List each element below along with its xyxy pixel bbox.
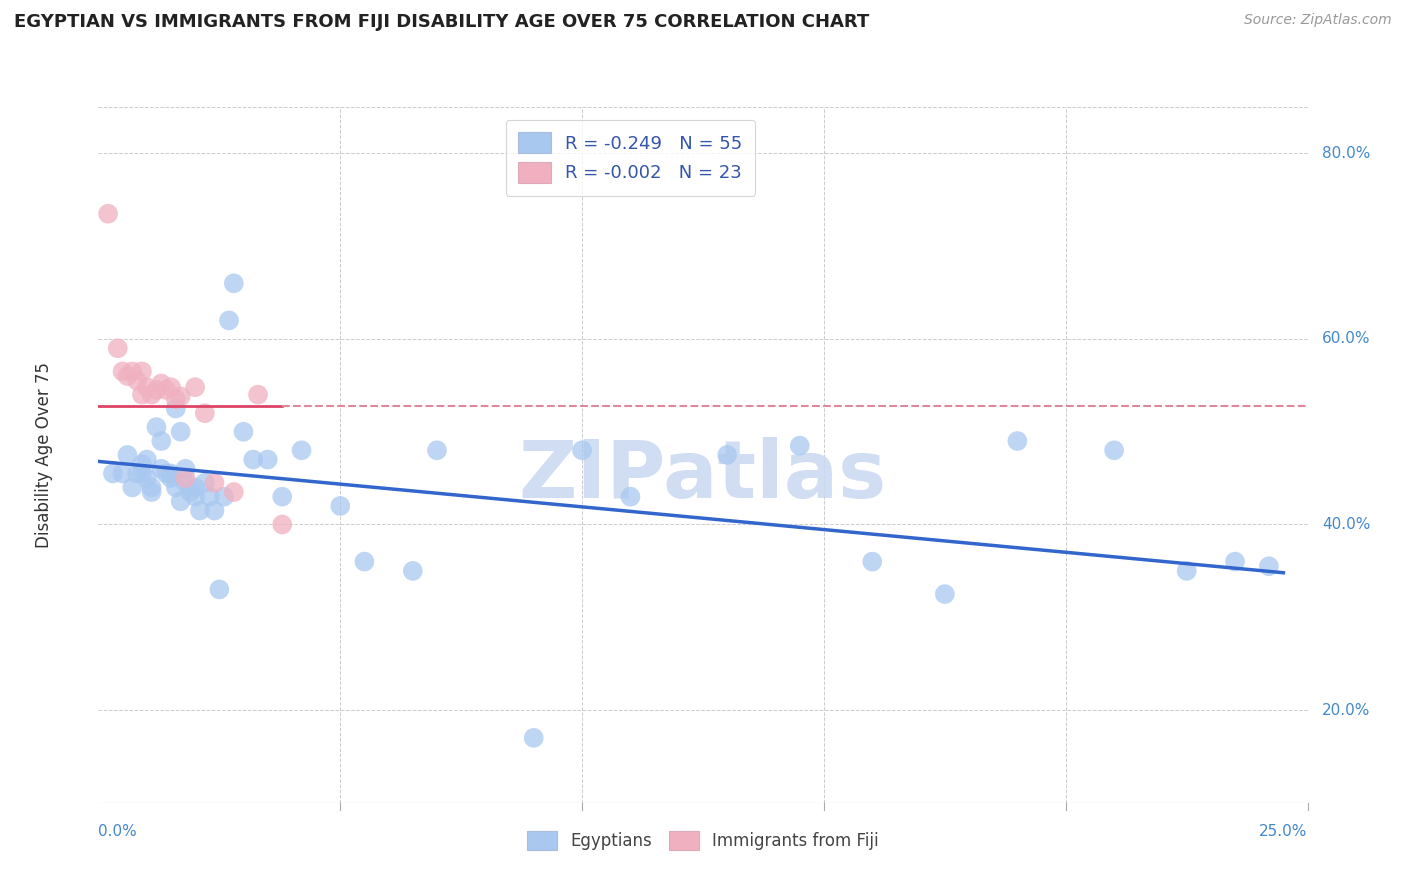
Point: [188, 503, 211, 517]
Point: [117, 369, 139, 384]
Text: 40.0%: 40.0%: [1322, 517, 1371, 532]
Point: [160, 380, 183, 394]
Point: [329, 499, 352, 513]
Point: [232, 425, 254, 439]
Point: [174, 475, 197, 490]
Point: [111, 467, 134, 481]
Point: [174, 471, 197, 485]
Point: [117, 448, 139, 462]
Point: [131, 457, 153, 471]
Point: [155, 467, 177, 481]
Point: [194, 475, 217, 490]
Text: ZIPatlas: ZIPatlas: [519, 437, 887, 515]
Point: [131, 467, 153, 481]
Point: [127, 467, 149, 481]
Text: 25.0%: 25.0%: [1260, 823, 1308, 838]
Point: [1102, 443, 1125, 458]
Point: [1175, 564, 1198, 578]
Text: 60.0%: 60.0%: [1322, 332, 1371, 346]
Point: [247, 387, 270, 401]
Point: [169, 494, 191, 508]
Point: [571, 443, 593, 458]
Point: [121, 480, 143, 494]
Point: [194, 406, 217, 420]
Point: [934, 587, 956, 601]
Point: [212, 490, 235, 504]
Point: [198, 490, 221, 504]
Point: [141, 485, 163, 500]
Point: [402, 564, 425, 578]
Text: Source: ZipAtlas.com: Source: ZipAtlas.com: [1244, 13, 1392, 28]
Text: 0.0%: 0.0%: [98, 823, 138, 838]
Point: [169, 425, 191, 439]
Text: EGYPTIAN VS IMMIGRANTS FROM FIJI DISABILITY AGE OVER 75 CORRELATION CHART: EGYPTIAN VS IMMIGRANTS FROM FIJI DISABIL…: [14, 13, 869, 31]
Point: [242, 452, 264, 467]
Point: [789, 439, 811, 453]
Point: [716, 448, 738, 462]
Text: 20.0%: 20.0%: [1322, 703, 1371, 717]
Point: [150, 376, 173, 391]
Point: [184, 480, 207, 494]
Point: [184, 490, 207, 504]
Point: [860, 555, 883, 569]
Point: [150, 462, 173, 476]
Point: [184, 380, 207, 394]
Point: [271, 517, 294, 532]
Point: [208, 582, 231, 597]
Point: [155, 383, 177, 397]
Point: [111, 364, 134, 378]
Point: [101, 467, 124, 481]
Point: [256, 452, 278, 467]
Point: [619, 490, 641, 504]
Point: [135, 471, 157, 485]
Point: [222, 485, 245, 500]
Text: 80.0%: 80.0%: [1322, 146, 1371, 161]
Point: [174, 462, 197, 476]
Point: [131, 364, 153, 378]
Point: [141, 480, 163, 494]
Point: [218, 313, 240, 327]
Text: Disability Age Over 75: Disability Age Over 75: [35, 362, 53, 548]
Point: [353, 555, 375, 569]
Point: [523, 731, 546, 745]
Point: [204, 475, 226, 490]
Point: [107, 341, 129, 355]
Point: [426, 443, 449, 458]
Point: [222, 277, 245, 291]
Point: [145, 420, 167, 434]
Point: [135, 380, 157, 394]
Point: [165, 392, 187, 407]
Point: [160, 467, 183, 481]
Point: [1007, 434, 1029, 448]
Point: [127, 374, 149, 388]
Point: [1223, 555, 1246, 569]
Legend: Egyptians, Immigrants from Fiji: Egyptians, Immigrants from Fiji: [520, 824, 886, 857]
Point: [160, 471, 183, 485]
Point: [145, 383, 167, 397]
Point: [131, 387, 153, 401]
Point: [165, 480, 187, 494]
Point: [165, 401, 187, 416]
Point: [271, 490, 294, 504]
Point: [1257, 559, 1279, 574]
Point: [179, 485, 201, 500]
Point: [290, 443, 312, 458]
Point: [204, 503, 226, 517]
Point: [150, 434, 173, 448]
Point: [121, 364, 143, 378]
Point: [169, 389, 191, 403]
Point: [97, 207, 120, 221]
Point: [141, 387, 163, 401]
Point: [135, 452, 157, 467]
